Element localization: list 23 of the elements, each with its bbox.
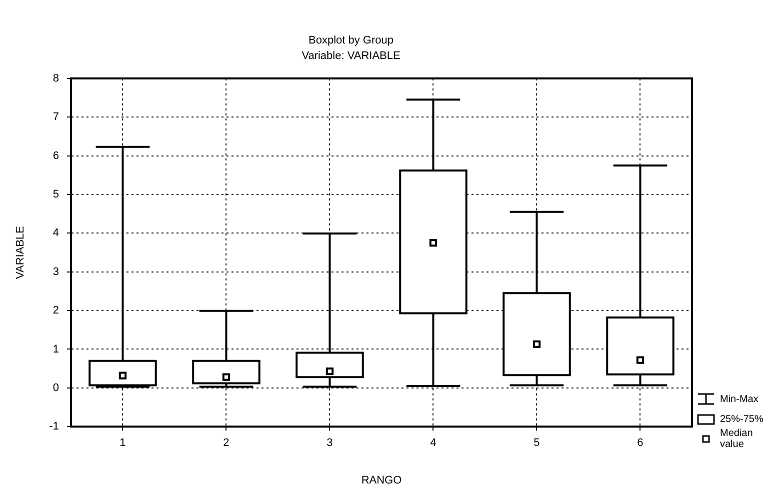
y-tick-label: 4 — [52, 227, 59, 240]
x-tick-label: 3 — [326, 437, 333, 450]
y-tick-label: 8 — [52, 72, 59, 84]
text: Median value — [720, 428, 754, 450]
x-tick-label: 5 — [534, 437, 540, 450]
x-tick-label: 1 — [120, 437, 126, 450]
chart-subtitle: Variable: VARIABLE — [302, 50, 400, 62]
y-tick-label: 7 — [52, 111, 59, 124]
y-tick-label: 5 — [52, 188, 59, 200]
y-tick-label: 1 — [52, 343, 59, 356]
x-tick-label: 6 — [637, 437, 644, 450]
y-tick-label: 6 — [52, 150, 59, 162]
text: 25%-75% — [720, 414, 764, 424]
y-tick-label: 0 — [52, 382, 59, 394]
y-axis-title: VARIABLE — [14, 226, 27, 279]
x-tick-label: 4 — [430, 437, 436, 450]
text: Min-Max — [720, 394, 758, 404]
x-tick-label: 2 — [223, 437, 230, 450]
chart-title: Boxplot by Group — [308, 34, 394, 47]
x-axis-title: RANGO — [361, 474, 402, 486]
y-tick-label: 3 — [52, 266, 59, 278]
y-tick-label: -1 — [49, 420, 59, 433]
y-tick-label: 2 — [52, 304, 59, 317]
